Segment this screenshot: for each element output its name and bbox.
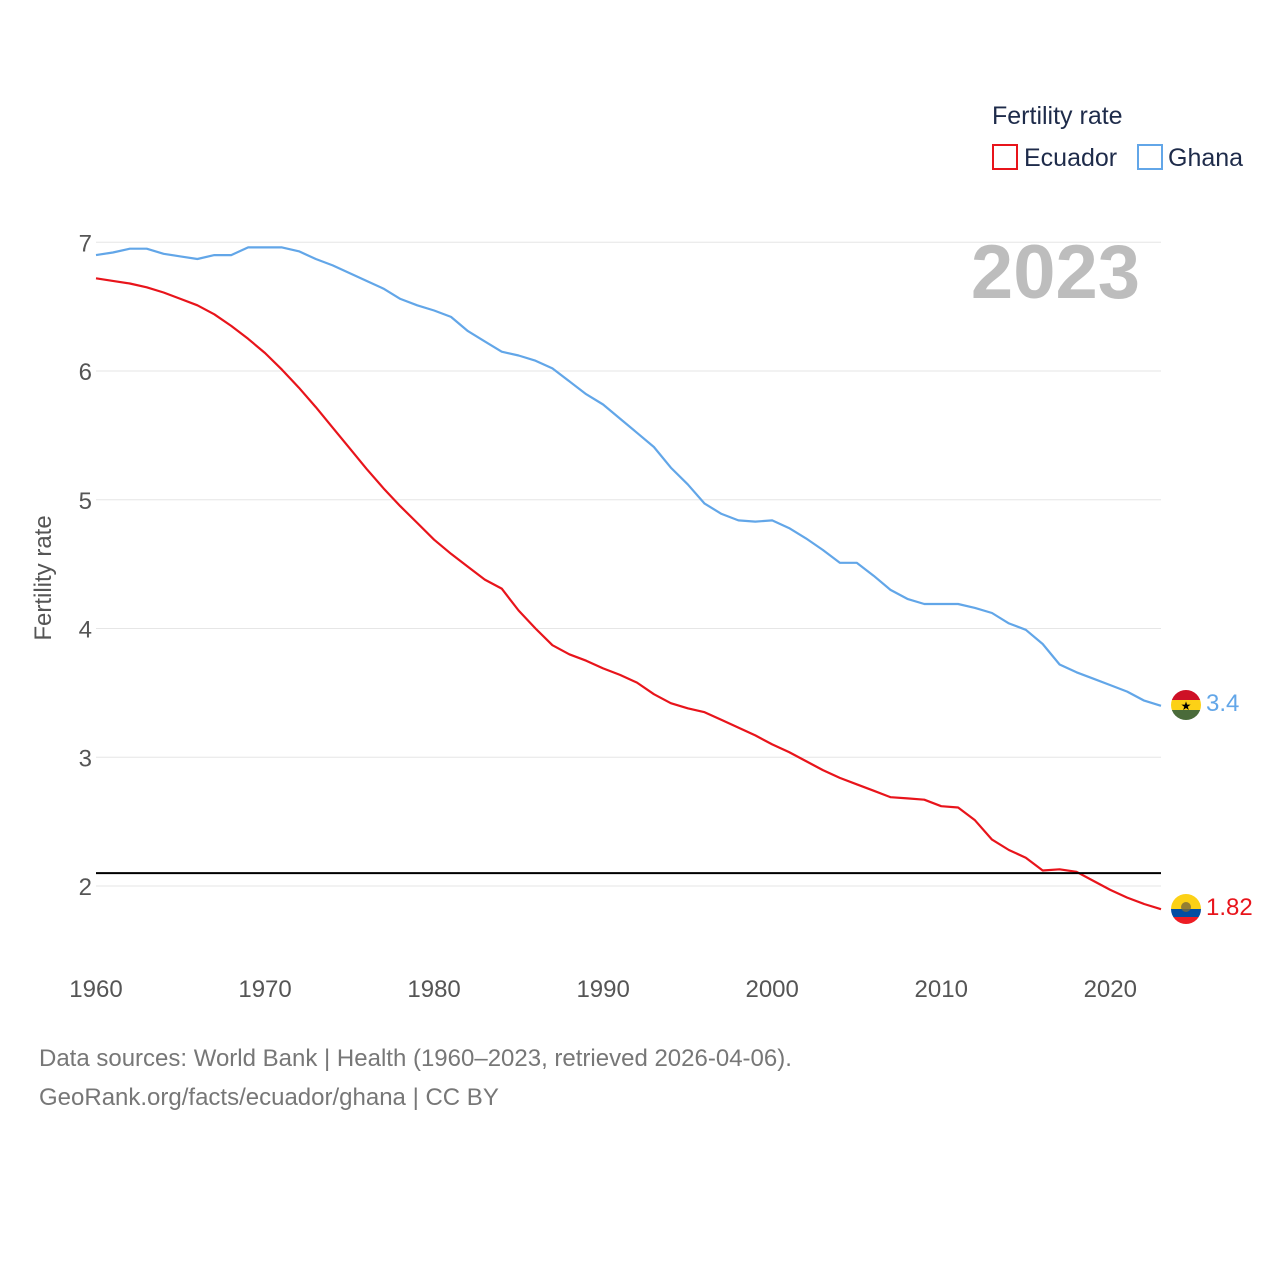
- year-indicator: 2023: [971, 230, 1140, 315]
- svg-text:★: ★: [1181, 699, 1192, 713]
- x-tick-label: 1990: [576, 976, 629, 1003]
- series-line-ecuador: [95, 277, 1162, 911]
- y-tick-label: 3: [79, 745, 92, 772]
- x-tick-label: 2000: [745, 976, 798, 1003]
- data-source-note: Data sources: World Bank | Health (1960–…: [39, 1045, 792, 1072]
- fertility-rate-chart: Fertility rate Ecuador Ghana 2023 Fertil…: [30, 102, 1253, 1003]
- x-tick-label: 1960: [69, 976, 122, 1003]
- ecuador-end-value: 1.82: [1206, 894, 1253, 921]
- legend-label-ghana: Ghana: [1168, 144, 1243, 172]
- ecuador-flag: [1171, 894, 1201, 924]
- y-tick-label: 4: [79, 617, 92, 644]
- y-tick-label: 7: [79, 230, 92, 257]
- y-tick-label: 6: [79, 359, 92, 386]
- y-tick-label: 2: [79, 874, 92, 901]
- legend-item-ecuador[interactable]: Ecuador: [992, 144, 1117, 172]
- series-line-ghana: [95, 246, 1162, 707]
- y-axis-label: Fertility rate: [30, 515, 57, 640]
- legend-swatch-ghana: [1137, 144, 1163, 170]
- x-tick-label: 1980: [407, 976, 460, 1003]
- x-tick-label: 2010: [915, 976, 968, 1003]
- ghana-flag: ★: [1171, 690, 1201, 720]
- legend-swatch-ecuador: [992, 144, 1018, 170]
- x-tick-label: 2020: [1084, 976, 1137, 1003]
- legend-item-ghana[interactable]: Ghana: [1137, 144, 1243, 172]
- ghana-end-value: 3.4: [1206, 690, 1239, 717]
- legend-label-ecuador: Ecuador: [1024, 144, 1117, 172]
- y-tick-label: 5: [79, 488, 92, 515]
- x-tick-label: 1970: [238, 976, 291, 1003]
- credit-line: GeoRank.org/facts/ecuador/ghana | CC BY: [39, 1084, 499, 1111]
- legend-title: Fertility rate: [992, 102, 1123, 130]
